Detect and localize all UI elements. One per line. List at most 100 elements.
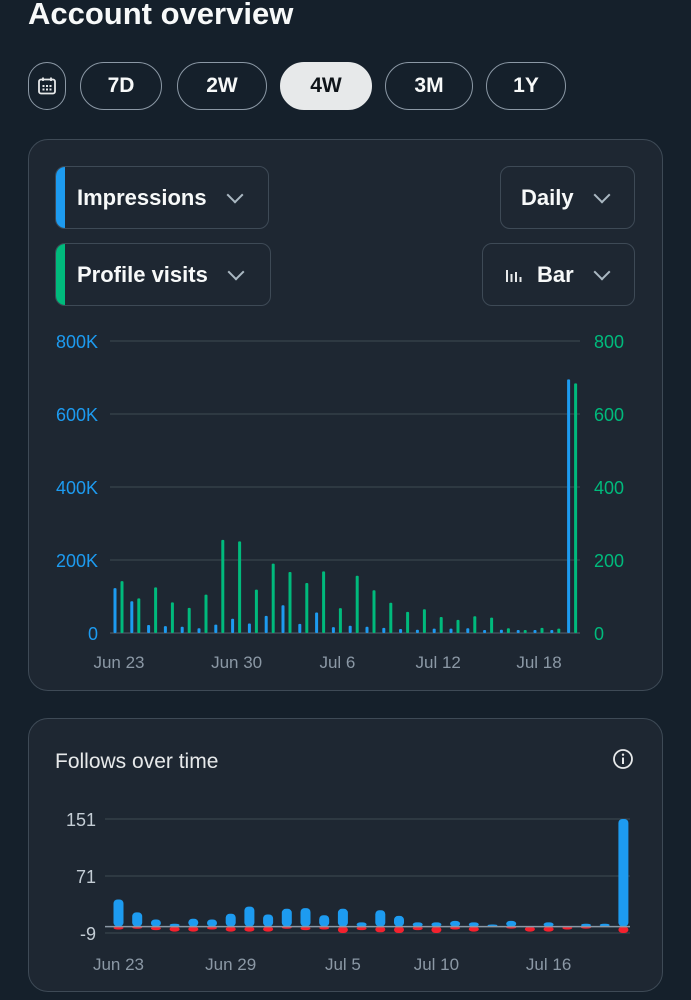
right-axis-tick-label: 600 (594, 405, 624, 425)
right-axis-tick-label: 0 (594, 624, 604, 644)
chevron-down-icon (593, 263, 611, 280)
unfollows-bar (543, 926, 554, 932)
impressions-bar (550, 630, 554, 633)
metric2-label: Profile visits (77, 261, 208, 287)
follows-bar (188, 918, 199, 927)
impressions-bar (399, 628, 403, 633)
profile-visits-bar (204, 594, 208, 633)
follows-bar (394, 915, 404, 927)
calendar-button[interactable] (28, 62, 66, 110)
overview-card (28, 139, 663, 691)
profile-visits-bar (523, 630, 527, 633)
profile-visits-bar (540, 627, 544, 633)
chevron-down-icon (593, 186, 611, 203)
profile-visits-bar (187, 607, 191, 633)
follows-bar (450, 920, 461, 927)
impressions-bar (197, 628, 201, 633)
metric2-dropdown[interactable]: Profile visits (55, 243, 271, 306)
impressions-bar (382, 627, 386, 633)
follows-bar (618, 819, 629, 927)
impressions-bar (331, 627, 335, 633)
follows-bar (356, 922, 367, 927)
profile-visits-bar (456, 619, 460, 633)
impressions-bar (315, 612, 319, 633)
profile-visits-bar (338, 608, 342, 633)
right-axis-tick-label: 400 (594, 478, 624, 498)
profile-visits-bar (322, 571, 326, 633)
x-axis-tick-label: Jun 30 (211, 653, 262, 672)
impressions-bar (214, 624, 218, 633)
follows-bar (431, 922, 442, 927)
profile-visits-bar (271, 563, 275, 633)
follows-bar (225, 913, 236, 927)
tab-1y[interactable]: 1Y (486, 62, 566, 110)
profile-visits-bar (355, 575, 359, 633)
follows-bar (150, 919, 161, 927)
left-axis-tick-label: 600K (56, 405, 98, 425)
impressions-bar (466, 628, 470, 633)
tab-7d[interactable]: 7D (80, 62, 162, 110)
unfollows-bar (225, 926, 236, 932)
follows-bar (412, 922, 423, 927)
interval-dropdown[interactable]: Daily (500, 166, 635, 229)
right-axis-tick-label: 800 (594, 332, 624, 352)
left-axis-tick-label: 0 (88, 624, 98, 644)
x-axis-tick-label: Jun 29 (205, 955, 256, 974)
profile-visits-bar (238, 541, 242, 633)
left-axis-tick-label: 200K (56, 551, 98, 571)
x-axis-tick-label: Jul 6 (319, 653, 355, 672)
x-axis-tick-label: Jul 5 (325, 955, 361, 974)
impressions-color-swatch (56, 167, 65, 228)
unfollows-bar (468, 926, 479, 932)
follows-bar (375, 910, 386, 927)
calendar-icon (38, 77, 56, 95)
x-axis-tick-label: Jul 16 (526, 955, 571, 974)
profile-visits-bar (372, 590, 376, 633)
follows-bar (319, 915, 330, 927)
profile-visits-bar (506, 628, 510, 633)
impressions-bar (247, 623, 251, 633)
follows-bar (244, 906, 255, 927)
unfollows-bar (412, 926, 423, 931)
follows-bar (300, 908, 311, 927)
impressions-bar (113, 588, 117, 633)
impressions-bar (415, 629, 419, 633)
tab-4w[interactable]: 4W (280, 62, 372, 110)
x-axis-tick-label: Jul 18 (516, 653, 561, 672)
profile-visits-bar (422, 609, 426, 633)
impressions-bar (449, 628, 453, 633)
x-axis-tick-label: Jul 10 (414, 955, 459, 974)
impressions-bar (516, 630, 520, 633)
impressions-bar (147, 624, 151, 633)
profile-visits-bar (120, 581, 124, 633)
metric1-dropdown[interactable]: Impressions (55, 166, 269, 229)
impressions-bar (533, 630, 537, 633)
tab-3m[interactable]: 3M (385, 62, 473, 110)
impressions-bar (567, 379, 571, 633)
impressions-chart: 0 0 200K 200 400K 400 600K 600 800K 800 Jun 23 Jun … (56, 332, 624, 672)
follows-bar (468, 922, 479, 927)
impressions-bar (348, 625, 352, 633)
impressions-bar (432, 628, 436, 633)
tab-2w[interactable]: 2W (177, 62, 267, 110)
impressions-bar (499, 629, 503, 633)
unfollows-bar (263, 926, 274, 932)
impressions-bar (483, 630, 487, 633)
impressions-bar (130, 601, 134, 633)
right-axis-tick-label: 200 (594, 551, 624, 571)
y-axis-tick-label: 151 (66, 810, 96, 830)
chart-type-dropdown[interactable]: Bar (482, 243, 635, 306)
info-icon[interactable] (612, 748, 634, 770)
unfollows-bar (337, 926, 348, 933)
impressions-bar (264, 615, 268, 633)
profile-visits-bar (154, 587, 158, 633)
profile-visits-bar (490, 617, 494, 633)
profile-visits-bar (439, 616, 443, 633)
follows-bar (543, 922, 554, 927)
chevron-down-icon (227, 263, 245, 280)
impressions-bar (281, 605, 285, 633)
profile-visits-bar (170, 602, 174, 633)
unfollows-bar (300, 926, 311, 931)
interval-label: Daily (521, 184, 574, 210)
follows-bar (263, 914, 274, 927)
